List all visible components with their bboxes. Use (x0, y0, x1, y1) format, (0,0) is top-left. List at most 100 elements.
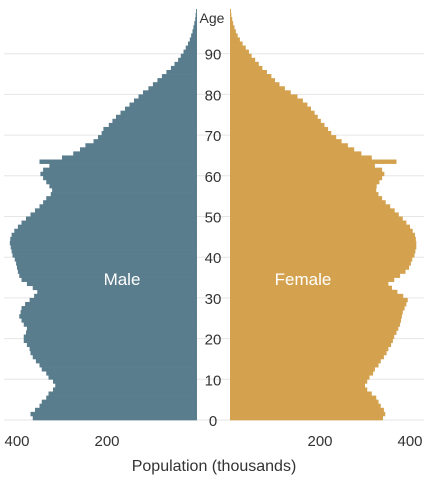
female-bar (230, 188, 377, 193)
male-bar (129, 102, 197, 107)
male-bar (26, 330, 197, 335)
female-bar (230, 53, 252, 59)
female-bar (230, 208, 395, 213)
male-bar (12, 253, 197, 258)
female-bar (230, 330, 397, 335)
age-tick-label: 0 (209, 413, 217, 430)
male-bar (39, 159, 197, 164)
male-bar (39, 363, 197, 368)
female-bar (230, 310, 403, 315)
female-bar (230, 232, 415, 238)
male-bar (39, 403, 197, 409)
x-tick-label: 200 (307, 433, 332, 450)
male-bar (166, 69, 197, 75)
male-bar (188, 41, 197, 46)
male-bar (11, 232, 197, 238)
female-bar (230, 126, 329, 132)
female-bar (230, 371, 374, 376)
male-bar (10, 244, 198, 250)
female-bar (230, 293, 404, 299)
female-bar (230, 265, 410, 270)
male-bar (52, 188, 197, 193)
male-bar (43, 200, 197, 205)
female-bar (230, 411, 386, 417)
male-series-label: Male (104, 270, 141, 289)
female-bar (230, 57, 256, 63)
female-bar (230, 391, 372, 396)
male-bar (32, 354, 197, 360)
male-bar (39, 204, 197, 209)
male-bar (21, 306, 197, 311)
female-bar (230, 257, 413, 262)
male-bar (26, 281, 198, 287)
male-bar (46, 371, 197, 376)
female-bar (230, 289, 398, 295)
female-bar (230, 106, 311, 112)
male-bar (183, 49, 197, 55)
male-bar (152, 82, 197, 87)
female-bar (230, 25, 235, 30)
male-bar (21, 277, 197, 282)
female-bar (230, 192, 379, 197)
x-tick-label: 200 (94, 433, 119, 450)
female-bar (230, 220, 407, 225)
age-tick-label: 70 (205, 128, 222, 145)
female-bar (230, 338, 393, 344)
age-tick-label: 40 (205, 250, 222, 267)
male-bar (29, 346, 197, 352)
age-axis-title: Age (200, 10, 225, 26)
female-bar (230, 204, 391, 209)
male-bar (73, 151, 197, 156)
male-bar (46, 395, 197, 400)
male-bar (26, 326, 198, 331)
male-bar (25, 301, 197, 307)
female-bar (230, 228, 413, 234)
male-bar (116, 114, 197, 120)
female-bar (230, 269, 406, 274)
male-bar (35, 358, 198, 364)
male-bar (46, 196, 197, 201)
male-bar (32, 415, 197, 421)
male-bar (30, 411, 197, 417)
female-bar (230, 13, 232, 18)
female-bar (230, 236, 416, 242)
male-bar (98, 135, 197, 140)
male-bar (23, 322, 197, 327)
female-bar (230, 261, 411, 266)
male-bar (19, 273, 197, 278)
female-bar (230, 395, 377, 400)
male-bar (108, 122, 197, 128)
male-bar (23, 338, 197, 344)
age-tick-label: 20 (205, 332, 222, 349)
male-bar (103, 126, 197, 132)
male-bar (53, 387, 197, 392)
female-bar (230, 175, 383, 181)
female-bar (230, 143, 348, 148)
female-bar (230, 69, 267, 75)
male-bar (196, 8, 197, 14)
male-bar (9, 240, 197, 246)
x-axis: 400 200 200 400 (4, 433, 422, 450)
female-series-label: Female (275, 270, 332, 289)
male-bar (17, 265, 197, 270)
female-bar (230, 273, 401, 278)
female-bar (230, 407, 384, 413)
female-bar (230, 240, 417, 246)
male-bar (35, 208, 197, 213)
male-bar (43, 167, 197, 173)
female-bar (230, 110, 315, 116)
age-tick-label: 10 (205, 372, 222, 389)
female-bar (230, 342, 392, 348)
male-bar (11, 249, 197, 254)
male-bar (26, 342, 198, 348)
female-bar (230, 244, 417, 250)
male-bar (32, 285, 197, 291)
female-bars (230, 8, 417, 421)
male-bar (193, 25, 197, 30)
male-bar (40, 171, 198, 177)
female-bar (230, 399, 379, 405)
male-bar (138, 94, 197, 99)
male-bar (134, 98, 197, 103)
male-bar (48, 375, 197, 380)
male-bar (17, 224, 198, 230)
